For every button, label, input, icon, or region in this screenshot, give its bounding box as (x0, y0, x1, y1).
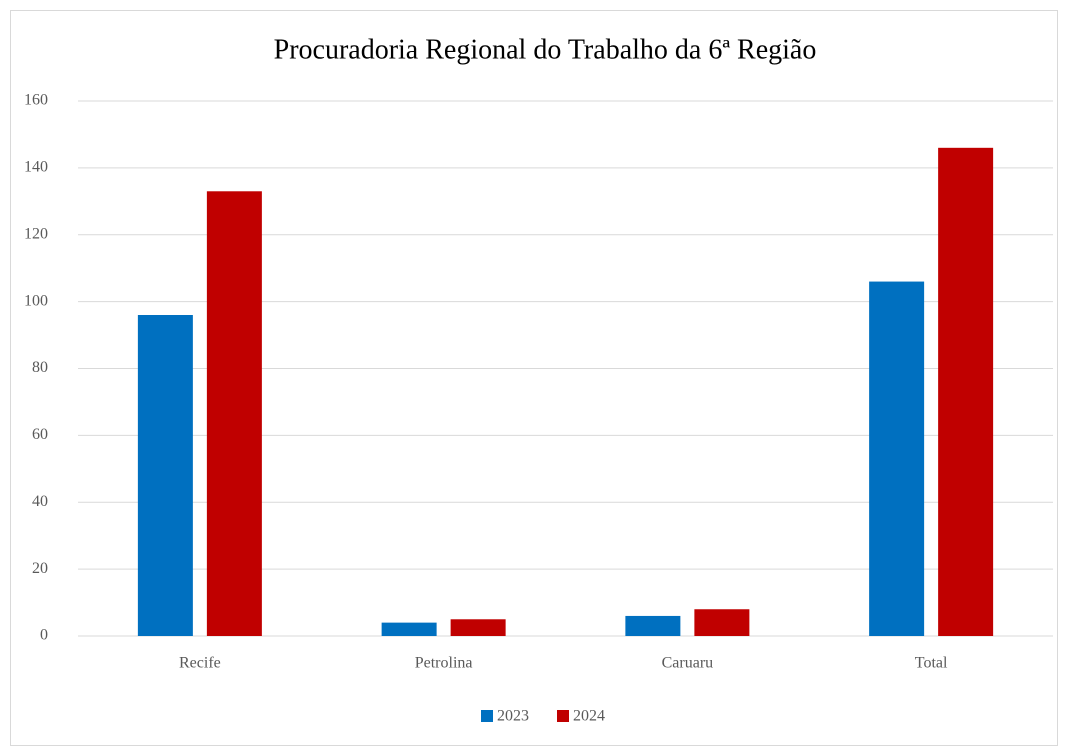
x-tick-label: Recife (179, 655, 221, 672)
y-tick-label: 0 (40, 627, 48, 644)
y-tick-label: 80 (32, 359, 48, 376)
y-tick-label: 140 (24, 159, 48, 176)
y-tick-label: 40 (32, 493, 48, 510)
bar (694, 609, 750, 636)
x-tick-label: Total (915, 655, 948, 672)
bar (869, 281, 925, 636)
bar (625, 615, 681, 636)
bar (206, 191, 262, 636)
x-tick-label: Petrolina (415, 655, 473, 672)
y-tick-label: 60 (32, 426, 48, 443)
bar (137, 315, 193, 636)
legend-swatch (557, 710, 569, 722)
bar (938, 147, 994, 636)
y-tick-label: 120 (24, 225, 48, 242)
y-tick-label: 100 (24, 292, 48, 309)
x-tick-label: Caruaru (662, 655, 714, 672)
legend-label: 2024 (573, 708, 605, 725)
legend-label: 2023 (497, 708, 529, 725)
bar (450, 619, 506, 636)
chart-title: Procuradoria Regional do Trabalho da 6ª … (274, 34, 817, 65)
y-tick-label: 160 (24, 92, 48, 109)
bar (381, 622, 437, 636)
legend-swatch (481, 710, 493, 722)
y-tick-label: 20 (32, 560, 48, 577)
